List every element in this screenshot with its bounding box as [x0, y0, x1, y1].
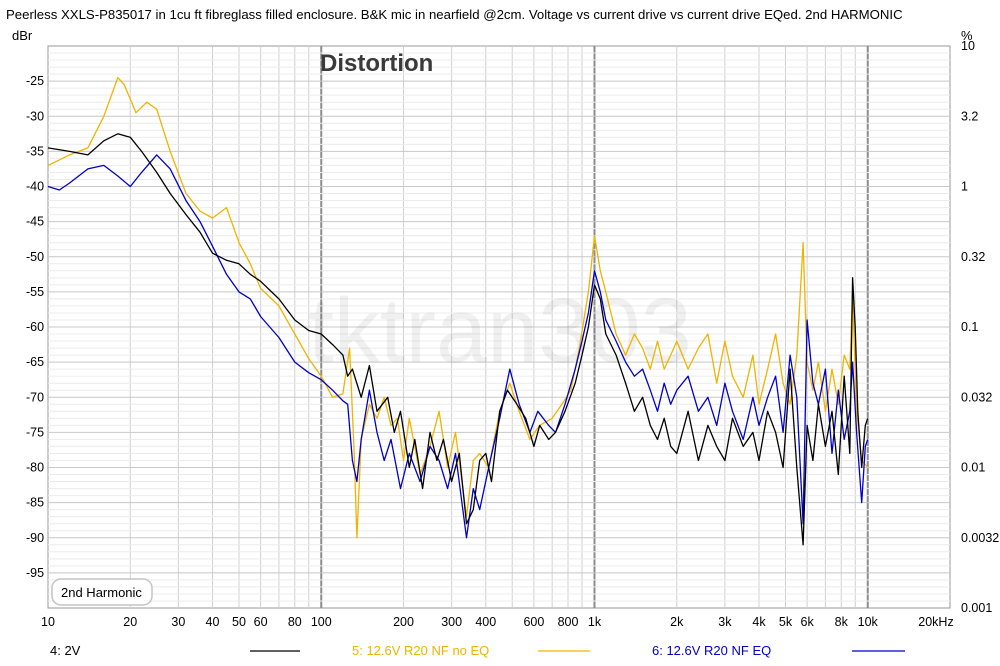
y-axis-label-right: %: [961, 28, 973, 43]
x-tick-label: 4k: [752, 615, 766, 629]
y2-tick-label: 0.032: [961, 390, 992, 404]
y2-tick-label: 0.32: [961, 250, 985, 264]
legend-item-series-4: 4: 2V: [50, 643, 81, 658]
legend-item-series-5: 5: 12.6V R20 NF no EQ: [352, 643, 490, 658]
series-layer: [47, 76, 869, 546]
series-line-6: [47, 154, 869, 539]
x-tick-label: 3k: [718, 615, 732, 629]
x-tick-label: 50: [232, 615, 246, 629]
y2-tick-label: 0.01: [961, 461, 985, 475]
y-ticks-right: 10 3.2 1 0.32 0.1 0.032 0.01 0.0032 0.001: [961, 39, 999, 615]
y2-tick-label: 0.0032: [961, 531, 999, 545]
x-ticks: 10 20 30 40 50 60 80 100 200 300 400 600 800 1k 2k 3k 4k…: [41, 615, 954, 629]
y-tick-label: -65: [26, 355, 44, 369]
series-line-4: [47, 133, 869, 546]
x-tick-label: 400: [475, 615, 496, 629]
y-tick-label: -30: [26, 109, 44, 123]
x-tick-label: 600: [523, 615, 544, 629]
y-tick-label: -70: [26, 390, 44, 404]
x-tick-label: 6k: [801, 615, 815, 629]
legend-item-series-6: 6: 12.6V R20 NF EQ: [652, 643, 772, 658]
x-tick-label: 800: [558, 615, 579, 629]
y-tick-label: -40: [26, 180, 44, 194]
gridlines: [48, 46, 950, 608]
x-tick-label: 2k: [670, 615, 684, 629]
y-tick-label: -75: [26, 425, 44, 439]
x-tick-label: 80: [288, 615, 302, 629]
series-line-5: [47, 76, 869, 539]
x-tick-label: 40: [206, 615, 220, 629]
x-tick-label: 20kHz: [918, 615, 953, 629]
y-tick-label: -95: [26, 566, 44, 580]
chart-title: Distortion: [320, 50, 433, 77]
y2-tick-label: 10: [961, 39, 975, 53]
y-tick-label: -90: [26, 531, 44, 545]
y2-tick-label: 3.2: [961, 109, 978, 123]
y-tick-label: -80: [26, 461, 44, 475]
x-tick-label: 30: [171, 615, 185, 629]
annotation-text: 2nd Harmonic: [61, 585, 142, 600]
annotation-box: 2nd Harmonic: [51, 578, 153, 606]
x-tick-label: 200: [393, 615, 414, 629]
x-tick-label: 100: [311, 615, 332, 629]
y-tick-label: -60: [26, 320, 44, 334]
y-tick-label: -50: [26, 250, 44, 264]
y-ticks-left: -25 -30 -35 -40 -45 -50 -55 -60 -65 -70 -75 -80 -85 -…: [26, 74, 44, 580]
y2-tick-label: 0.001: [961, 601, 992, 615]
x-tick-label: 10: [41, 615, 55, 629]
x-tick-label: 1k: [588, 615, 602, 629]
y-tick-label: -25: [26, 74, 44, 88]
x-tick-label: 10k: [858, 615, 879, 629]
y-tick-label: -55: [26, 285, 44, 299]
x-tick-label: 60: [254, 615, 268, 629]
y2-tick-label: 1: [961, 180, 968, 194]
y-tick-label: -45: [26, 215, 44, 229]
x-tick-label: 20: [123, 615, 137, 629]
y-tick-label: -85: [26, 496, 44, 510]
y2-tick-label: 0.1: [961, 320, 978, 334]
watermark: tktran303: [308, 280, 692, 382]
x-tick-label: 300: [441, 615, 462, 629]
x-tick-label: 8k: [835, 615, 849, 629]
x-tick-label: 5k: [779, 615, 793, 629]
y-axis-label-left: dBr: [12, 28, 33, 43]
y-tick-label: -35: [26, 144, 44, 158]
chart-window-title: Peerless XXLS-P835017 in 1cu ft fibregla…: [6, 7, 903, 22]
